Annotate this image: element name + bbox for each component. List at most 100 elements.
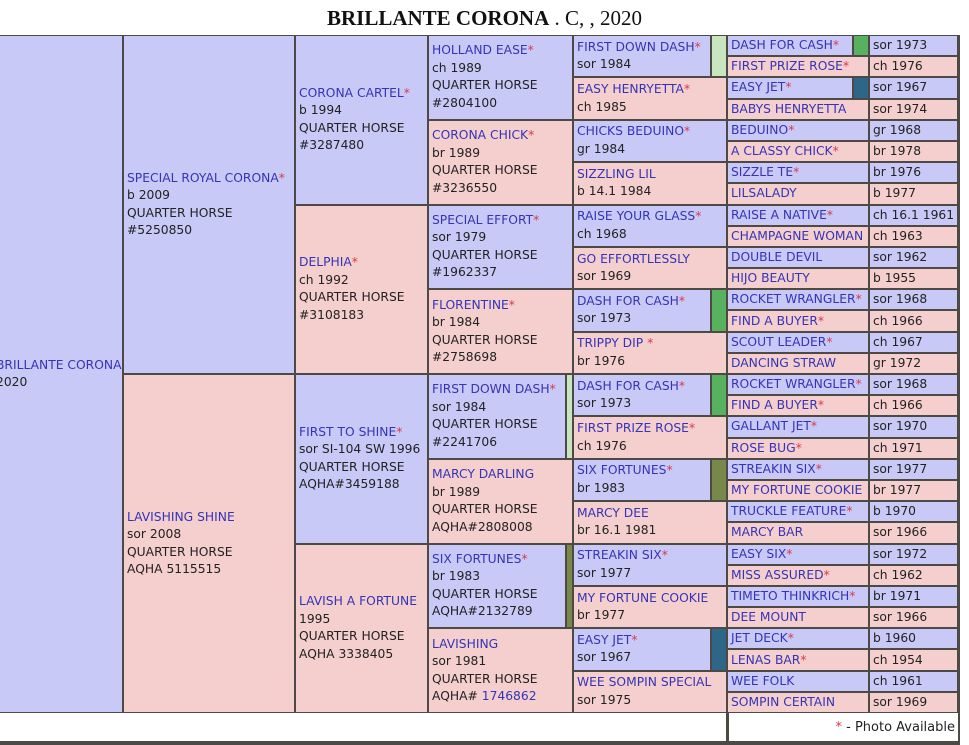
horse-name-link[interactable]: LENAS BAR bbox=[731, 652, 801, 667]
horse-name-link[interactable]: RAISE YOUR GLASS bbox=[577, 209, 696, 224]
horse-name-link[interactable]: BRILLANTE CORONA bbox=[0, 357, 122, 372]
horse-name-link[interactable]: FIND A BUYER bbox=[731, 313, 818, 328]
horse-name-link[interactable]: LILSALADY bbox=[731, 186, 797, 201]
horse-detail-text: ch 1976 bbox=[873, 59, 923, 74]
horse-name-link[interactable]: FLORENTINE bbox=[432, 297, 509, 312]
pedigree-cell-gen5: DANCING STRAW bbox=[728, 353, 868, 373]
horse-name-link[interactable]: FIRST DOWN DASH bbox=[577, 39, 695, 54]
horse-detail-text: ch 1966 bbox=[873, 313, 923, 328]
horse-name-link[interactable]: DOUBLE DEVIL bbox=[731, 249, 823, 264]
horse-name-link[interactable]: MARCY DARLING bbox=[432, 467, 535, 482]
horse-name-link[interactable]: MARCY DEE bbox=[577, 505, 649, 520]
horse-name-link[interactable]: A CLASSY CHICK bbox=[731, 144, 833, 159]
horse-name-link[interactable]: FIRST DOWN DASH bbox=[432, 382, 550, 397]
photo-star-icon: * bbox=[351, 255, 358, 270]
horse-detail-text: #3287480 bbox=[299, 138, 365, 153]
pedigree-cell: CHICKS BEDUINO* gr 1984 bbox=[574, 120, 726, 162]
horse-name-line: STREAKIN SIX* bbox=[731, 460, 865, 479]
horse-detail-text: QUARTER HORSE bbox=[432, 586, 538, 601]
horse-name-link[interactable]: DASH FOR CASH bbox=[577, 293, 679, 308]
horse-name-link[interactable]: MARCY BAR bbox=[731, 525, 804, 540]
horse-name-link[interactable]: BABYS HENRYETTA bbox=[731, 101, 847, 116]
horse-name-link[interactable]: HIJO BEAUTY bbox=[731, 271, 810, 286]
horse-name-link[interactable]: RAISE A NATIVE bbox=[731, 207, 827, 222]
horse-name-link[interactable]: WEE SOMPIN SPECIAL bbox=[577, 675, 712, 690]
pedigree-cell-gen5: DEE MOUNT bbox=[728, 608, 868, 628]
horse-name-link[interactable]: TRIPPY DIP bbox=[577, 336, 644, 351]
horse-name-link[interactable]: HOLLAND EASE bbox=[432, 43, 528, 58]
horse-name-link[interactable]: EASY JET bbox=[577, 632, 632, 647]
horse-name-link[interactable]: DANCING STRAW bbox=[731, 355, 836, 370]
horse-name-line: FIRST TO SHINE* bbox=[299, 424, 424, 442]
horse-name-link[interactable]: STREAKIN SIX bbox=[577, 548, 662, 563]
horse-detail: sor 1977 bbox=[577, 565, 723, 583]
horse-name-link[interactable]: DEE MOUNT bbox=[731, 610, 806, 625]
horse-name-link[interactable]: FIRST TO SHINE bbox=[299, 424, 397, 439]
horse-name-link[interactable]: DASH FOR CASH bbox=[731, 38, 833, 53]
horse-name-link[interactable]: MISS ASSURED bbox=[731, 567, 824, 582]
horse-name-link[interactable]: CHICKS BEDUINO bbox=[577, 124, 685, 139]
horse-name-line: DEE MOUNT bbox=[731, 608, 865, 627]
horse-name-link[interactable]: LAVISH A FORTUNE bbox=[299, 594, 417, 609]
pedigree-cell-gen5: SIZZLE TE* bbox=[728, 163, 868, 183]
horse-name-link[interactable]: JET DECK bbox=[731, 631, 788, 646]
horse-name-link[interactable]: SIZZLE TE bbox=[731, 165, 794, 180]
pedigree-cell: SIZZLING LIL b 14.1 1984 bbox=[574, 163, 726, 204]
horse-name-link[interactable]: CORONA CHICK bbox=[432, 128, 529, 143]
horse-title-name: BRILLANTE CORONA bbox=[326, 6, 550, 30]
horse-name-link[interactable]: ROCKET WRANGLER bbox=[731, 377, 856, 392]
horse-name-link[interactable]: TRUCKLE FEATURE bbox=[731, 504, 847, 519]
horse-detail-text: br 1971 bbox=[873, 588, 922, 603]
horse-name-link[interactable]: DASH FOR CASH bbox=[577, 378, 679, 393]
horse-name-link[interactable]: FIND A BUYER bbox=[731, 398, 818, 413]
horse-name-link[interactable]: MY FORTUNE COOKIE bbox=[731, 483, 863, 498]
horse-name-link[interactable]: CHAMPAGNE WOMAN bbox=[731, 228, 864, 243]
horse-name-link[interactable]: SPECIAL ROYAL CORONA bbox=[127, 170, 279, 185]
horse-name-link[interactable]: SIX FORTUNES bbox=[577, 463, 667, 478]
horse-name-link[interactable]: ROSE BUG bbox=[731, 440, 796, 455]
horse-name-link[interactable]: SCOUT LEADER bbox=[731, 334, 827, 349]
horse-name-link[interactable]: EASY HENRYETTA bbox=[577, 82, 684, 97]
horse-name-link[interactable]: ROCKET WRANGLER bbox=[731, 292, 856, 307]
horse-detail-text: sor 1973 bbox=[577, 396, 632, 411]
horse-detail-text: sor 1977 bbox=[577, 565, 632, 580]
horse-detail: br 16.1 1981 bbox=[577, 522, 723, 540]
pedigree-cell: SIX FORTUNES* br 1983 bbox=[574, 459, 710, 501]
horse-name-link[interactable]: SIX FORTUNES bbox=[432, 551, 522, 566]
horse-detail: sor 1981 bbox=[432, 653, 569, 671]
horse-detail: QUARTER HORSE bbox=[432, 332, 569, 350]
horse-name-link[interactable]: EASY SIX bbox=[731, 546, 787, 561]
horse-name-link[interactable]: DELPHIA bbox=[299, 255, 352, 270]
horse-name-link[interactable]: FIRST PRIZE ROSE bbox=[577, 421, 689, 436]
horse-detail: ch 1985 bbox=[577, 99, 723, 117]
horse-name-link[interactable]: SIZZLING LIL bbox=[577, 166, 656, 181]
registration-link[interactable]: 1746862 bbox=[481, 689, 537, 704]
horse-name-link[interactable]: WEE FOLK bbox=[731, 673, 795, 688]
horse-detail-gen5: b 1970 bbox=[870, 502, 957, 522]
horse-name-link[interactable]: LAVISHING SHINE bbox=[127, 509, 235, 524]
horse-name-link[interactable]: GALLANT JET bbox=[731, 419, 811, 434]
color-indicator-bar bbox=[712, 459, 726, 501]
horse-detail: b 14.1 1984 bbox=[577, 183, 723, 201]
horse-name-link[interactable]: GO EFFORTLESSLY bbox=[577, 251, 690, 266]
pedigree-cell-gen5: DOUBLE DEVIL bbox=[728, 247, 868, 268]
horse-name-link[interactable]: BEDUINO bbox=[731, 122, 789, 137]
horse-name-line: SCOUT LEADER* bbox=[731, 333, 865, 352]
horse-name-link[interactable]: FIRST PRIZE ROSE bbox=[731, 59, 843, 74]
horse-name-link[interactable]: TIMETO THINKRICH bbox=[731, 588, 850, 603]
horse-detail-text: br 1977 bbox=[577, 608, 626, 623]
horse-name-link[interactable]: EASY JET bbox=[731, 80, 786, 95]
horse-name-line: TRUCKLE FEATURE* bbox=[731, 502, 865, 521]
horse-name-link[interactable]: STREAKIN SIX bbox=[731, 461, 816, 476]
horse-name-link[interactable]: LAVISHING bbox=[432, 636, 499, 651]
horse-name-link[interactable]: CORONA CARTEL bbox=[299, 85, 404, 100]
horse-detail: #1962337 bbox=[432, 264, 569, 282]
horse-detail: br 1989 bbox=[432, 145, 569, 163]
horse-name-link[interactable]: MY FORTUNE COOKIE bbox=[577, 590, 709, 605]
photo-star-icon: * bbox=[795, 440, 802, 455]
horse-name-link[interactable]: SPECIAL EFFORT bbox=[432, 212, 534, 227]
horse-name-line: ROCKET WRANGLER* bbox=[731, 375, 865, 394]
horse-name-line: LAVISHING bbox=[432, 636, 569, 654]
horse-detail-text: QUARTER HORSE bbox=[432, 163, 538, 178]
horse-name-link[interactable]: SOMPIN CERTAIN bbox=[731, 694, 836, 709]
